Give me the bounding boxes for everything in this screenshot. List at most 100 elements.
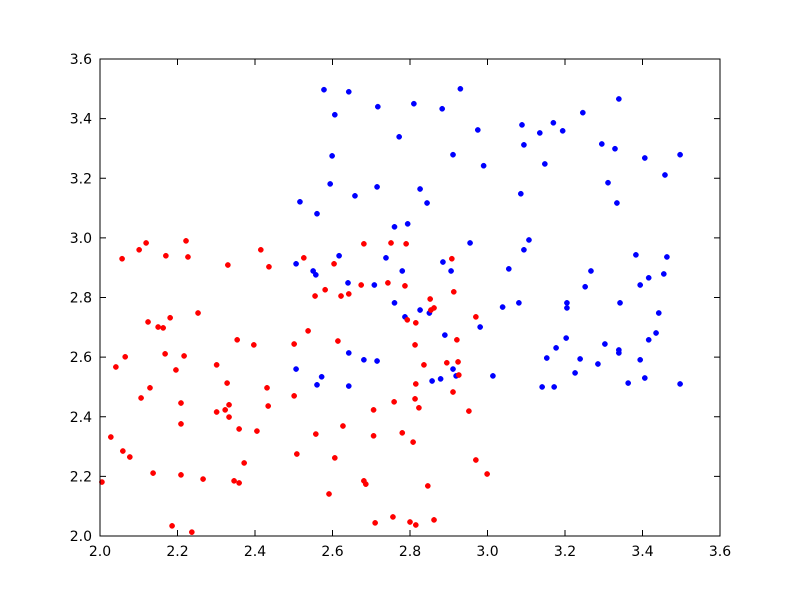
point — [442, 332, 448, 338]
y-tick-label: 2.6 — [70, 350, 92, 366]
point — [431, 305, 437, 311]
x-tick-label: 2.4 — [244, 544, 266, 560]
point — [374, 103, 381, 110]
point — [225, 262, 231, 268]
point — [213, 409, 220, 415]
point — [443, 359, 450, 366]
point — [390, 514, 396, 520]
point — [450, 288, 457, 295]
point — [542, 161, 548, 167]
point — [291, 341, 297, 347]
point — [143, 240, 149, 246]
point — [402, 283, 408, 289]
y-tick-label: 2.8 — [70, 291, 92, 307]
point — [362, 481, 369, 487]
point — [396, 133, 402, 140]
point — [437, 376, 444, 382]
point — [553, 345, 559, 351]
plot-area — [100, 59, 720, 536]
point — [407, 519, 413, 525]
point — [300, 254, 307, 261]
point — [312, 431, 319, 437]
point — [588, 268, 594, 274]
point — [113, 364, 119, 370]
point — [314, 210, 320, 217]
point — [412, 381, 419, 387]
point — [297, 198, 303, 205]
point — [429, 378, 435, 384]
point — [322, 286, 328, 293]
point — [417, 186, 423, 192]
point — [173, 367, 179, 373]
point — [358, 282, 365, 288]
point — [331, 455, 338, 461]
point — [490, 373, 496, 379]
point — [236, 426, 242, 432]
point — [595, 361, 601, 367]
point — [254, 428, 260, 434]
point — [521, 246, 527, 253]
point — [499, 304, 506, 310]
point — [403, 240, 409, 247]
y-tick-label: 3.2 — [70, 171, 92, 187]
x-tick-label: 3.2 — [554, 544, 576, 560]
point — [120, 448, 126, 454]
point — [145, 319, 151, 325]
point — [345, 88, 352, 95]
point — [352, 192, 358, 199]
point — [138, 395, 144, 401]
point — [340, 423, 346, 429]
point — [183, 238, 189, 244]
point — [564, 300, 570, 306]
point — [550, 119, 557, 126]
x-tick-label: 2.0 — [89, 544, 111, 560]
point — [265, 403, 272, 409]
point — [213, 362, 220, 368]
point — [641, 155, 648, 161]
point — [345, 291, 352, 297]
point — [294, 451, 300, 457]
point — [178, 421, 184, 427]
y-tick-label: 3.4 — [70, 112, 92, 128]
point — [598, 141, 605, 147]
point — [155, 324, 161, 330]
point — [108, 434, 114, 440]
point — [374, 184, 380, 190]
point — [169, 523, 175, 529]
point — [543, 355, 550, 361]
point — [312, 271, 319, 278]
point — [399, 429, 406, 436]
point — [519, 122, 525, 128]
point — [385, 280, 391, 286]
point — [521, 142, 527, 148]
point — [516, 300, 522, 306]
point — [178, 400, 184, 406]
point — [200, 476, 206, 482]
point — [677, 151, 683, 158]
point — [664, 254, 670, 260]
point — [185, 254, 191, 260]
x-tick-label: 2.8 — [399, 544, 421, 560]
point — [264, 384, 270, 391]
point — [119, 255, 125, 262]
point — [226, 401, 232, 408]
point — [577, 356, 583, 362]
point — [477, 324, 483, 330]
point — [424, 200, 430, 206]
point — [188, 529, 195, 535]
point — [345, 383, 352, 389]
point — [410, 439, 416, 445]
point — [655, 310, 662, 316]
point — [331, 111, 338, 118]
point — [431, 517, 437, 523]
point — [160, 325, 167, 331]
point — [467, 240, 473, 246]
point — [662, 172, 668, 178]
point — [614, 200, 620, 206]
y-tick-label: 3.6 — [70, 52, 92, 68]
point — [126, 454, 133, 460]
point — [582, 283, 589, 290]
y-tick-label: 3.0 — [70, 231, 92, 247]
point — [427, 296, 433, 302]
